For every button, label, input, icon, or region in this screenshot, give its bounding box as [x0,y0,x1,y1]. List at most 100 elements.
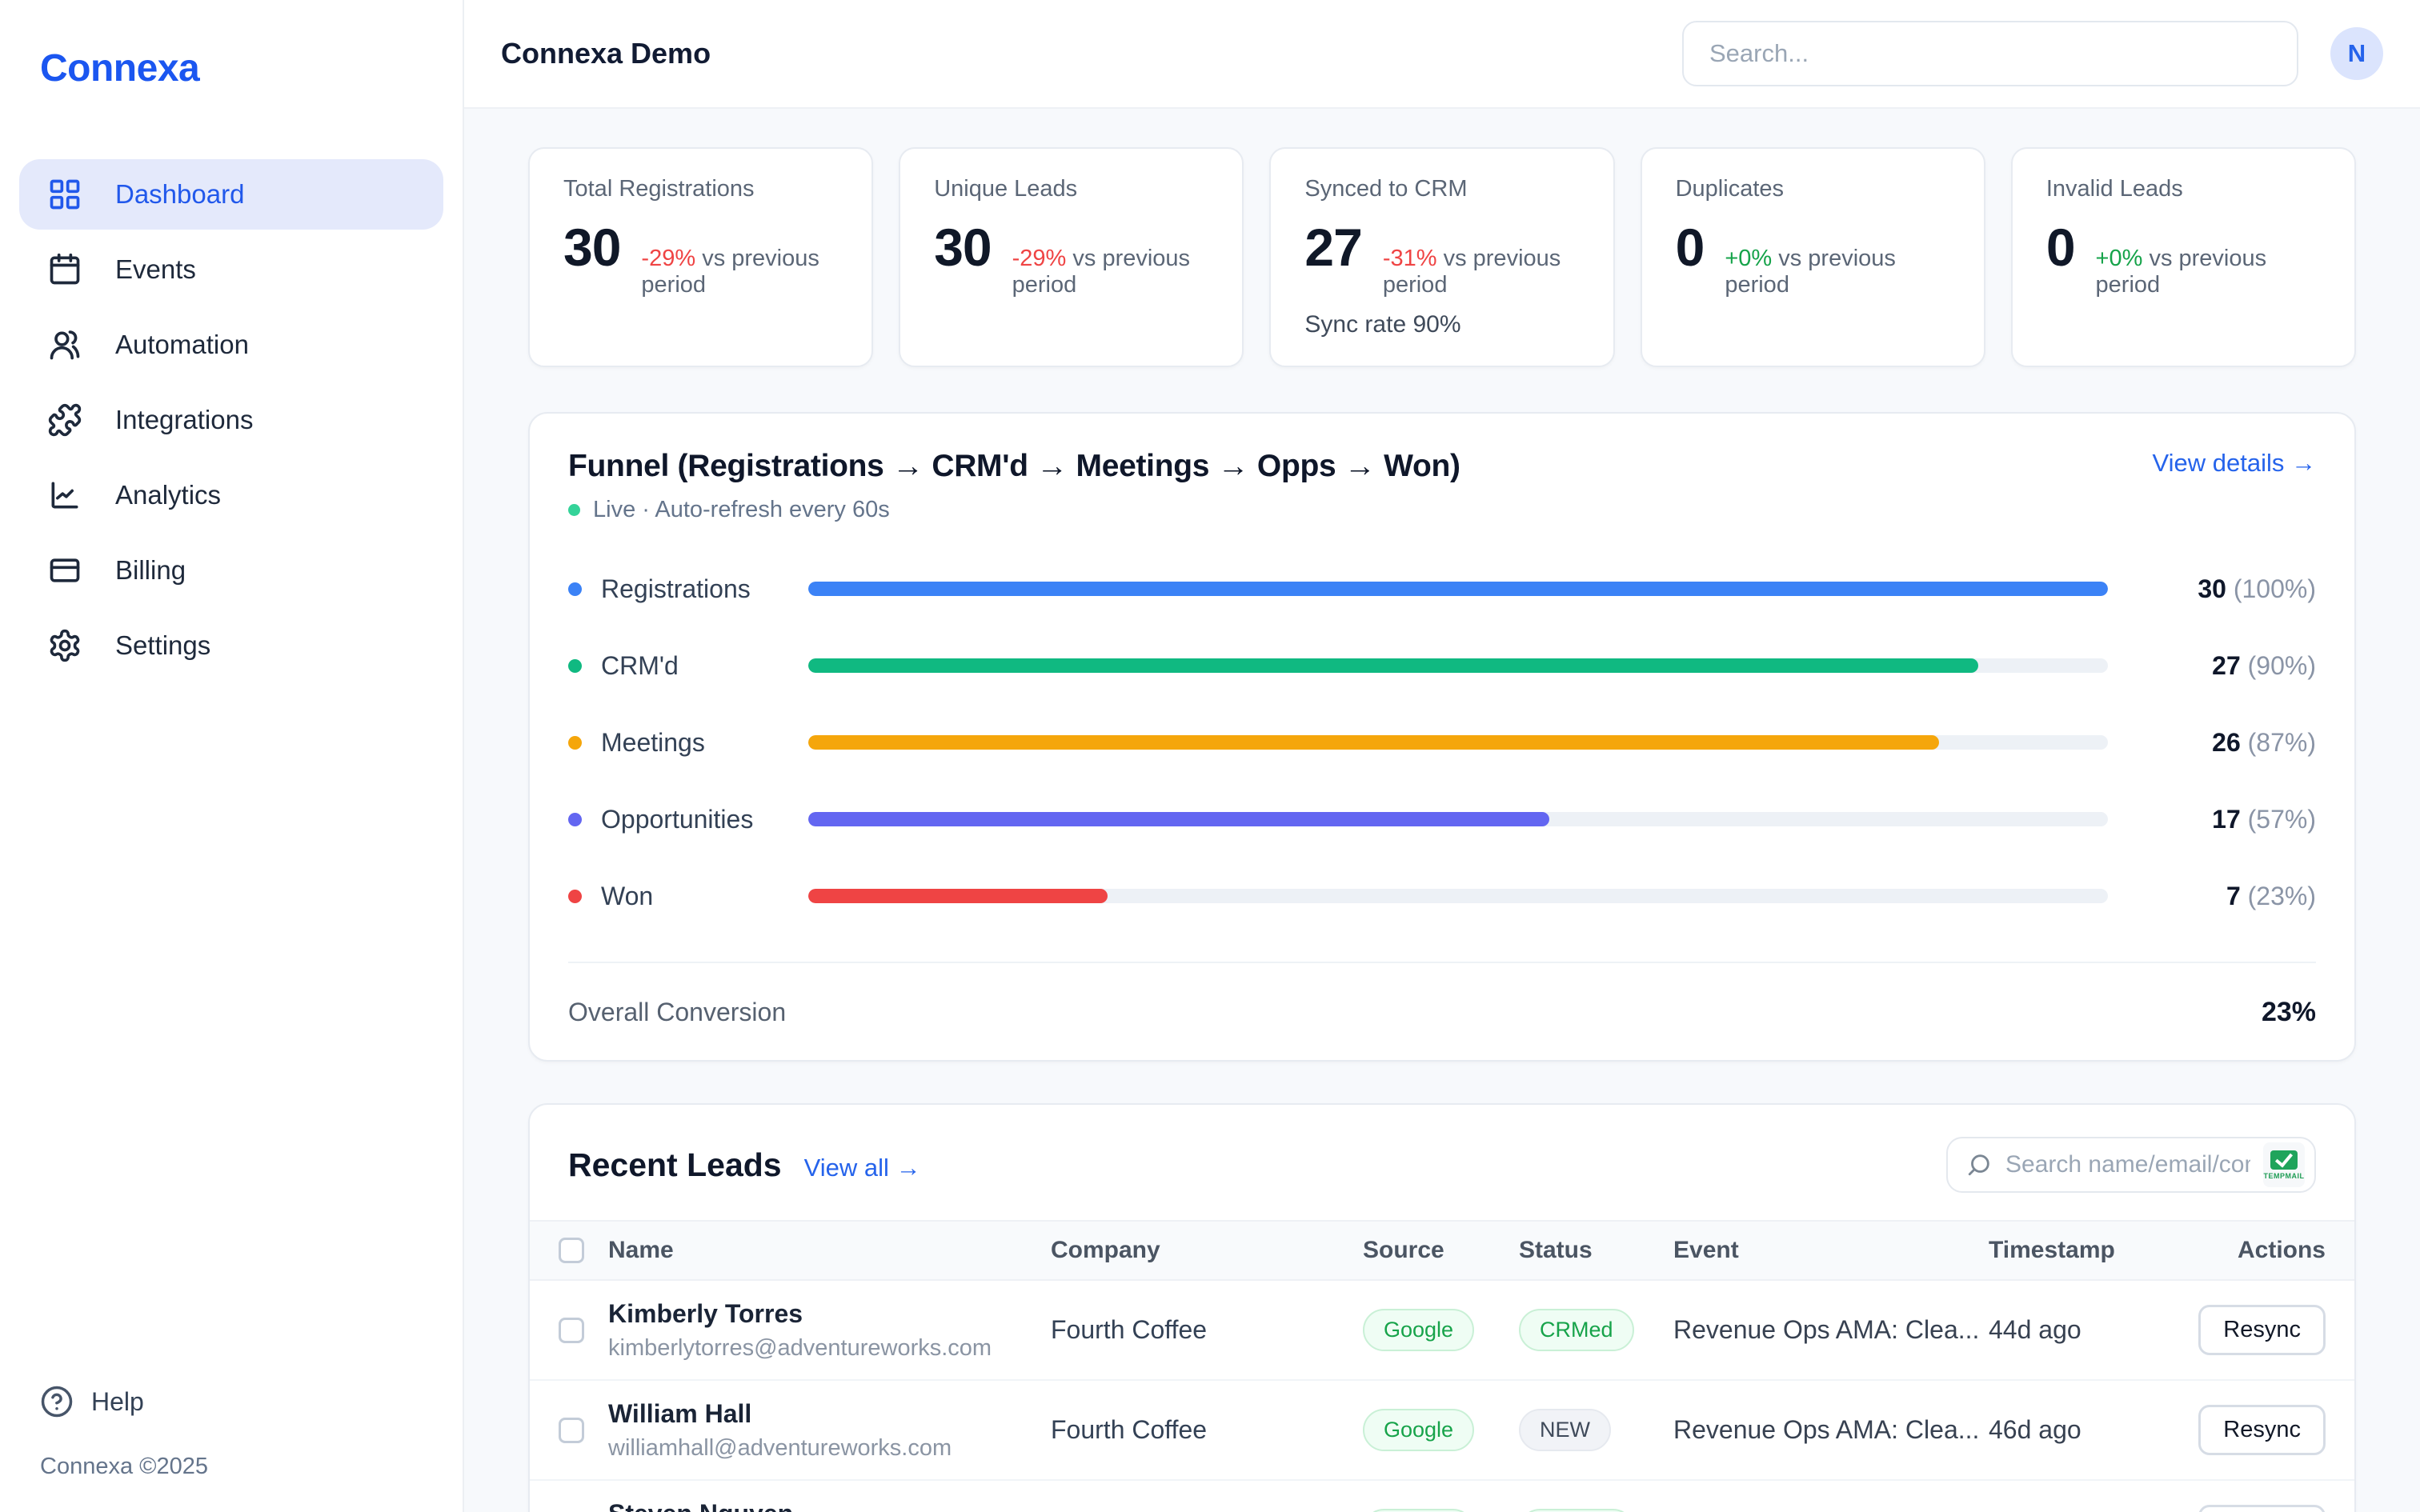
funnel-value: 30 (100%) [2108,574,2316,604]
sidebar-item-analytics[interactable]: Analytics [19,460,443,530]
content: Total Registrations 30 -29% vs previous … [464,109,2420,1512]
funnel-value: 26 (87%) [2108,728,2316,758]
stat-card-duplicates: Duplicates 0 +0% vs previous period [1641,147,1985,367]
sidebar-item-integrations[interactable]: Integrations [19,385,443,455]
global-search-input[interactable] [1682,21,2298,86]
view-details-link[interactable]: View details → [2153,449,2316,478]
stat-delta: +0% vs previous period [2096,246,2321,298]
stat-card-invalid-leads: Invalid Leads 0 +0% vs previous period [2011,147,2356,367]
stat-label: Unique Leads [934,176,1208,202]
stat-label: Synced to CRM [1304,176,1579,202]
column-header-actions: Actions [2186,1237,2326,1264]
lead-email: kimberlytorres@adventureworks.com [608,1335,1046,1362]
column-header-source: Source [1363,1237,1514,1264]
series-dot-icon [568,582,582,596]
stat-value: 0 [1676,217,1705,278]
row-checkbox[interactable] [559,1418,584,1443]
funnel-bar-fill [808,889,1108,903]
funnel-bar-track [808,889,2108,903]
series-dot-icon [568,659,582,673]
sidebar-item-label: Automation [115,330,249,360]
sidebar-nav: Dashboard Events Automation Integrations… [19,159,443,681]
column-header-company: Company [1051,1237,1358,1264]
funnel-rows: Registrations 30 (100%) CRM'd [568,550,2316,934]
lead-name: Kimberly Torres [608,1299,1046,1329]
status-badge: CRMed [1519,1509,1634,1512]
funnel-bar-track [808,658,2108,673]
main-area: Connexa Demo N Total Registrations 30 -2… [464,0,2420,1512]
live-status: Live · Auto-refresh every 60s [568,497,1460,523]
sidebar-item-dashboard[interactable]: Dashboard [19,159,443,230]
search-icon [1965,1151,1993,1178]
stat-card-unique-leads: Unique Leads 30 -29% vs previous period [899,147,1244,367]
sidebar: Connexa Dashboard Events Automation Inte… [0,0,464,1512]
resync-button[interactable]: Resync [2198,1405,2326,1455]
help-circle-icon [40,1385,74,1418]
brand-logo: Connexa [40,46,443,90]
source-badge: Google [1363,1509,1474,1512]
row-checkbox[interactable] [559,1318,584,1343]
view-all-link[interactable]: View all → [804,1154,921,1182]
topbar-right: N [1682,21,2383,86]
help-link[interactable]: Help [40,1385,208,1418]
source-badge: Google [1363,1409,1474,1451]
stat-card-synced-to-crm: Synced to CRM 27 -31% vs previous period… [1269,147,1614,367]
lead-name: Steven Nguyen [608,1499,1046,1512]
sidebar-item-billing[interactable]: Billing [19,535,443,606]
lead-company: Fourth Coffee [1051,1315,1358,1345]
overall-conversion-label: Overall Conversion [568,998,786,1027]
resync-button[interactable]: Resync [2198,1305,2326,1355]
resync-button[interactable]: Resync [2198,1505,2326,1512]
avatar[interactable]: N [2330,27,2383,80]
stat-delta: -29% vs previous period [641,246,838,298]
recent-leads-panel: Recent Leads View all → TEMPMAIL Name Co… [528,1103,2356,1512]
funnel-panel: Funnel (Registrations → CRM'd → Meetings… [528,412,2356,1062]
grid-icon [46,176,83,213]
gear-icon [46,627,83,664]
stat-value: 0 [2046,217,2075,278]
page-title: Connexa Demo [501,37,711,70]
stat-label: Duplicates [1676,176,1950,202]
topbar: Connexa Demo N [464,0,2420,109]
column-header-event: Event [1673,1237,1984,1264]
sidebar-item-automation[interactable]: Automation [19,310,443,380]
select-all-checkbox[interactable] [559,1238,584,1263]
leads-search-input[interactable] [2005,1151,2250,1178]
funnel-bar-fill [808,735,1939,750]
series-dot-icon [568,813,582,826]
stats-row: Total Registrations 30 -29% vs previous … [528,147,2356,367]
sidebar-item-label: Billing [115,555,186,586]
leads-table-header: Name Company Source Status Event Timesta… [530,1220,2354,1281]
funnel-bar-track [808,582,2108,596]
funnel-row-registrations: Registrations 30 (100%) [568,550,2316,627]
stat-delta: +0% vs previous period [1725,246,1949,298]
sidebar-item-settings[interactable]: Settings [19,610,443,681]
stat-delta: -31% vs previous period [1383,246,1580,298]
live-dot-icon [568,504,580,516]
overall-conversion-value: 23% [2262,997,2316,1028]
funnel-bar-fill [808,658,1978,673]
sidebar-item-label: Analytics [115,480,221,510]
calendar-icon [46,251,83,288]
sidebar-item-events[interactable]: Events [19,234,443,305]
column-header-timestamp: Timestamp [1989,1237,2181,1264]
copyright-text: Connexa ©2025 [40,1454,208,1480]
stat-delta: -29% vs previous period [1012,246,1209,298]
leads-search-box: TEMPMAIL [1946,1137,2316,1193]
funnel-value: 17 (57%) [2108,805,2316,834]
funnel-row-opportunities: Opportunities 17 (57%) [568,781,2316,858]
funnel-title: Funnel (Registrations → CRM'd → Meetings… [568,449,1460,484]
lead-company: Fourth Coffee [1051,1415,1358,1445]
tempmail-extension-icon[interactable]: TEMPMAIL [2263,1142,2305,1187]
table-row: Steven Nguyen stevennguyen@northwind.com… [530,1481,2354,1512]
lead-email: williamhall@adventureworks.com [608,1435,1046,1462]
puzzle-icon [46,402,83,438]
overall-conversion-row: Overall Conversion 23% [568,962,2316,1028]
status-badge: CRMed [1519,1309,1634,1351]
status-badge: NEW [1519,1409,1611,1451]
sidebar-item-label: Integrations [115,405,253,435]
funnel-row-won: Won 7 (23%) [568,858,2316,934]
lead-name: William Hall [608,1399,1046,1429]
help-label: Help [91,1387,144,1417]
lead-timestamp: 44d ago [1989,1315,2181,1345]
